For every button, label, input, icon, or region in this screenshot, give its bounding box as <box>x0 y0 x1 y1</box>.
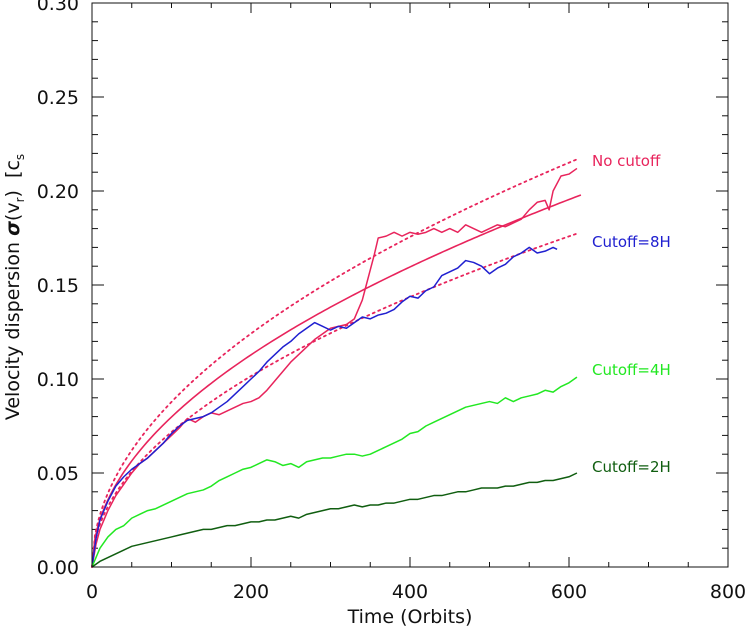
y-label-spacer <box>2 178 24 190</box>
x-tick-label: 0 <box>86 581 98 603</box>
x-axis-label: Time (Orbits) <box>347 606 473 628</box>
series-line-1 <box>91 167 578 568</box>
series-label-1: No cutoff <box>592 152 661 170</box>
series-line-4 <box>91 472 578 568</box>
x-tick-label: 800 <box>710 581 746 603</box>
series-line-3 <box>91 376 578 568</box>
series-labels: No cutoff Cutoff=8H Cutoff=4H Cutoff=2H <box>592 152 671 476</box>
y-label-sub-s: s <box>13 154 27 160</box>
series-label-2: Cutoff=8H <box>592 233 671 251</box>
fit-curve-solid <box>91 194 582 568</box>
series-label-3: Cutoff=4H <box>592 361 671 379</box>
series-label-4: Cutoff=2H <box>592 458 671 476</box>
y-axis-label: Velocity dispersion σ(vr) [cs <box>2 154 27 420</box>
x-tick-label: 400 <box>392 581 428 603</box>
y-tick-label: 0.20 <box>37 181 79 203</box>
fit-curve-dotted <box>91 157 580 568</box>
y-label-sub-r: r <box>13 197 27 202</box>
y-tick-label: 0.05 <box>37 463 79 485</box>
x-tick-label: 600 <box>551 581 587 603</box>
y-tick-label: 0.10 <box>37 369 79 391</box>
y-tick-label: 0.15 <box>37 275 79 297</box>
y-label-close: ) <box>2 190 24 197</box>
plot-frame <box>91 2 729 568</box>
y-tick-label: 0.00 <box>37 557 79 579</box>
y-tick-label: 0.30 <box>37 0 79 15</box>
y-label-prefix: Velocity dispersion <box>2 236 24 420</box>
y-label-unit-open: [c <box>2 160 24 178</box>
x-tick-label: 200 <box>233 581 269 603</box>
y-label-open: (v <box>2 202 24 221</box>
fit-curve-dotted <box>91 232 580 568</box>
series-line-2 <box>91 246 558 568</box>
data-series <box>91 167 578 568</box>
y-tick-label: 0.25 <box>37 87 79 109</box>
y-label-sigma: σ <box>2 221 24 236</box>
tick-labels: 0 200 400 600 800 0.00 0.05 0.10 0.15 0.20 0.25 0.3… <box>37 0 746 603</box>
fit-curves <box>91 157 582 568</box>
